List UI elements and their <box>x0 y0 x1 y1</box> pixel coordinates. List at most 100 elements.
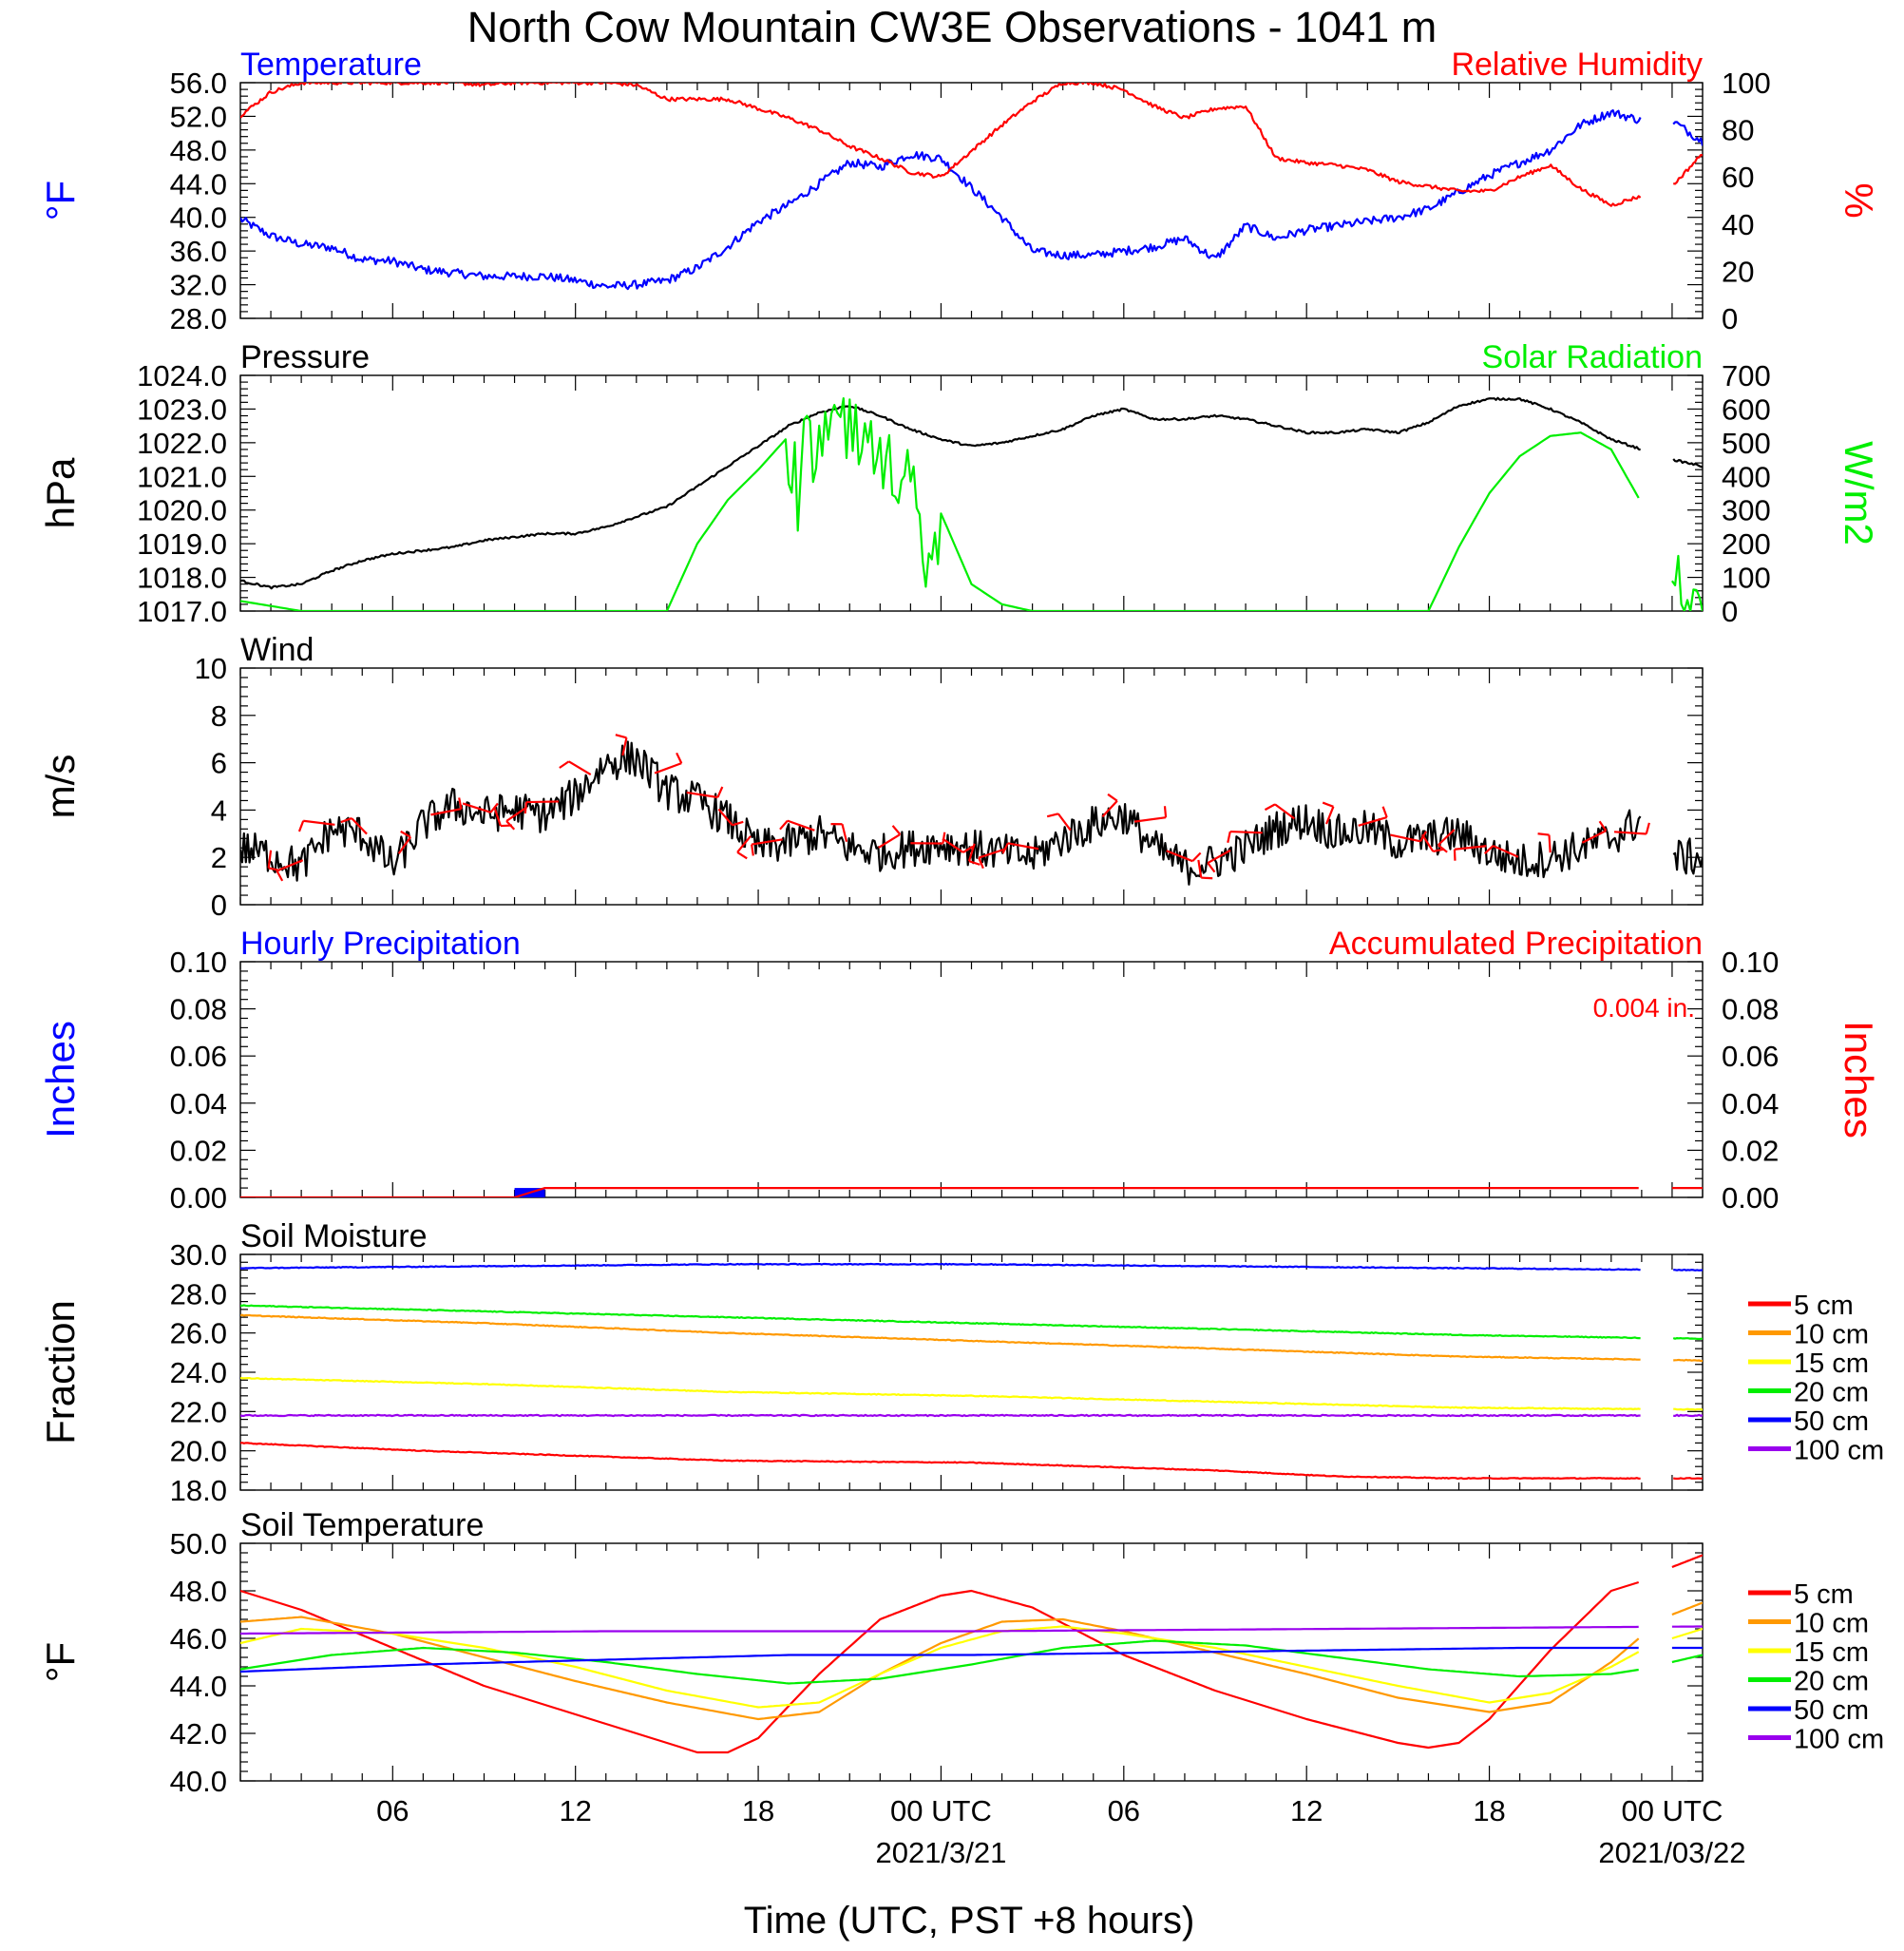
series-line-15-cm <box>240 1376 1703 1411</box>
series-line-100-cm <box>240 1625 1703 1635</box>
y-tick-label-right: 100 <box>1722 67 1771 100</box>
y-tick-label-left: 0.00 <box>170 1181 227 1215</box>
precip-total-annotation: 0.004 in. <box>1593 993 1695 1023</box>
wind-barb <box>686 791 718 799</box>
wind-barb <box>751 838 783 846</box>
legend-label: 10 cm <box>1794 1609 1869 1639</box>
wind-barb-flag <box>1191 851 1202 862</box>
x-tick-label: 06 <box>1108 1794 1140 1827</box>
y-tick-label-left: 50.0 <box>170 1527 227 1560</box>
legend-label: 50 cm <box>1794 1406 1869 1437</box>
y-tick-label-left: 0.04 <box>170 1087 227 1120</box>
wind-barb-flag <box>732 820 744 827</box>
wind-barb <box>1207 849 1231 865</box>
wind-barb <box>1325 806 1335 825</box>
panel-3: 10 8 6 4 2 0 Wind m/s <box>38 632 1704 922</box>
y-tick-label-right: 100 <box>1722 562 1771 595</box>
y-tick-label-left: 48.0 <box>170 1575 227 1608</box>
panel-1: 56.052.048.044.040.036.032.028.0 100 80 60 4… <box>38 47 1881 335</box>
x-tick-label: 00 UTC <box>890 1794 992 1827</box>
y-tick-label-right: 40 <box>1722 208 1754 241</box>
series-line-right-0 <box>240 1187 1703 1197</box>
wind-barb-flag <box>736 851 748 860</box>
panel-title-left: Soil Moisture <box>240 1218 428 1254</box>
y-tick-label-left: 48.0 <box>170 134 227 167</box>
wind-barb-flag <box>1645 822 1650 834</box>
panel-frame <box>239 374 1704 612</box>
panel-4: 0.10 0.08 0.06 0.04 0.02 0.00 0.10 0.08 0.06 0.04… <box>38 926 1881 1215</box>
wind-barb-flag <box>942 832 946 844</box>
panel-2: 1024.01023.01022.01021.01020.01019.01018… <box>38 339 1881 628</box>
y-tick-label-right: 0 <box>1722 595 1738 628</box>
y-tick-label-right: 500 <box>1722 427 1771 460</box>
wind-barb-flag <box>524 801 528 814</box>
series-line-50-cm <box>240 1262 1703 1272</box>
wind-barb <box>1581 830 1607 844</box>
wind-barb <box>1548 834 1552 853</box>
panel-title-left: Soil Temperature <box>240 1507 484 1543</box>
y-tick-label-right: 700 <box>1722 359 1771 392</box>
legend-label: 15 cm <box>1794 1348 1869 1379</box>
wind-barb <box>1437 829 1456 847</box>
wind-barb <box>1133 816 1167 823</box>
y-tick-label-left: 1018.0 <box>137 562 227 595</box>
wind-barb <box>787 819 815 832</box>
x-tick-label: 00 UTC <box>1622 1794 1723 1827</box>
wind-barb-flag <box>1438 844 1448 853</box>
legend-label: 5 cm <box>1794 1291 1854 1321</box>
wind-barb-flag <box>458 797 463 810</box>
panel-frame <box>239 82 1704 319</box>
y-tick-label-left: 40.0 <box>170 201 227 235</box>
wind-barb <box>1454 845 1487 851</box>
wind-barb-flag <box>559 760 570 769</box>
panel-6: 50.0 48.0 46.0 44.0 42.0 40.0 Soil Temperature… <box>38 1507 1884 1798</box>
wind-barb-flag <box>978 857 984 870</box>
wind-barb-flag <box>1163 806 1168 818</box>
series-line-right-1 <box>240 397 1703 611</box>
panel-frame <box>239 1542 1704 1782</box>
panel-title-left: Wind <box>240 632 314 668</box>
wind-barb-flag <box>779 819 789 831</box>
series-line-10-cm <box>240 1601 1703 1721</box>
y-tick-label-left: 52.0 <box>170 100 227 133</box>
panel-title-right: Solar Radiation <box>1482 339 1703 375</box>
wind-barb-flag <box>489 802 499 813</box>
wind-barb-flag <box>615 734 627 739</box>
plot-area <box>240 1262 1703 1481</box>
wind-barb <box>493 808 502 827</box>
wind-barb <box>267 850 273 869</box>
y-tick-label-left: 1021.0 <box>137 460 227 493</box>
wind-barb <box>1274 803 1296 820</box>
y-axis-label-right: % <box>1837 182 1881 218</box>
wind-barb <box>736 835 752 853</box>
y-tick-label-left: 44.0 <box>170 1670 227 1703</box>
legend-label: 15 cm <box>1794 1637 1869 1668</box>
panel-frame <box>239 1253 1704 1491</box>
legend-label: 100 cm <box>1794 1725 1884 1755</box>
y-tick-label-left: 0.02 <box>170 1134 227 1167</box>
wind-barb <box>1057 813 1072 832</box>
wind-barb <box>1101 799 1118 818</box>
plot-area <box>240 83 1703 291</box>
y-axis-label-left: Inches <box>38 1021 83 1138</box>
legend-label: 10 cm <box>1794 1320 1869 1350</box>
panel-title-left: Pressure <box>240 339 370 375</box>
wind-barb <box>505 806 528 822</box>
wind-barb <box>717 808 733 827</box>
series-line-20-cm <box>240 1304 1703 1341</box>
wind-barb-flag <box>891 825 902 835</box>
wind-barb-flag <box>505 820 516 831</box>
wind-barb-flag <box>1201 876 1213 880</box>
wind-barb-flag <box>968 860 981 866</box>
y-axis-label-left: hPa <box>38 457 83 528</box>
x-tick-date: 2021/03/22 <box>1598 1836 1745 1869</box>
y-tick-label-left: 0.10 <box>170 946 227 979</box>
wind-barb-flag <box>1264 803 1276 812</box>
series-line-left-0 <box>240 740 1703 886</box>
time-axis: 06 12 18 00 UTC 2021/3/21 06 12 18 00 UTC 2021/03… <box>376 1794 1745 1869</box>
x-tick-label: 12 <box>559 1794 591 1827</box>
wind-barb <box>978 847 1007 859</box>
y-axis-label-left: m/s <box>38 755 83 819</box>
legend-label: 100 cm <box>1794 1436 1884 1466</box>
